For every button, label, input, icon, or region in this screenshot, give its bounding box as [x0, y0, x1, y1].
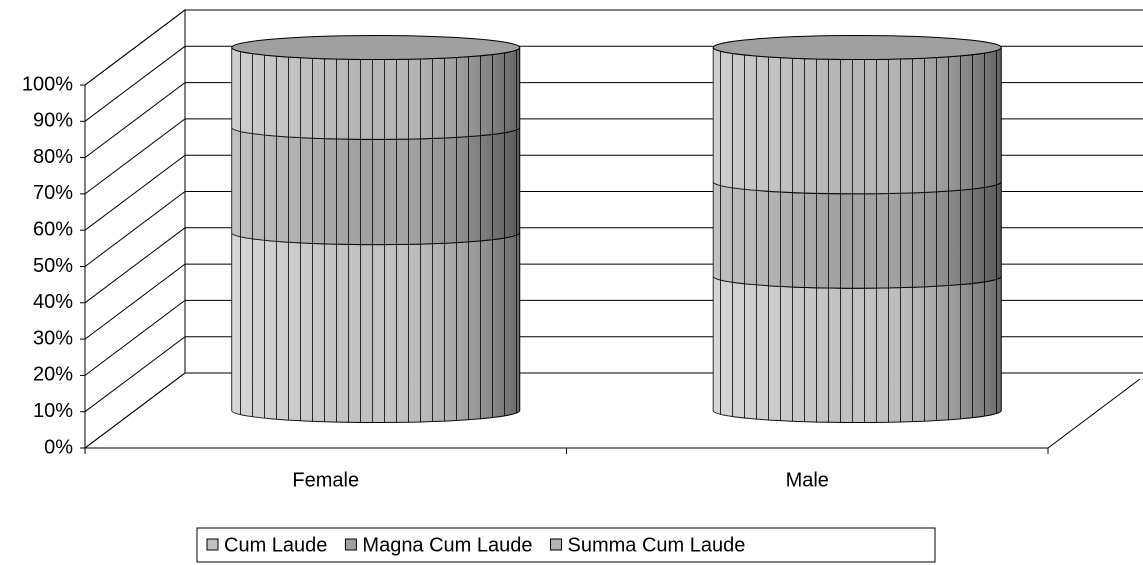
y-tick-label: 100%	[22, 73, 73, 95]
legend: Cum Laude Magna Cum Laude Summa Cum Laude	[196, 527, 936, 563]
y-tick-label: 10%	[33, 400, 73, 422]
grid-line	[84, 9, 1143, 86]
stripes	[231, 47, 520, 140]
y-tick-label: 50%	[33, 255, 73, 277]
cylinder-top	[231, 35, 521, 60]
y-tick-label: 60%	[33, 218, 73, 240]
legend-swatch	[550, 538, 563, 551]
cylinder-top	[712, 35, 1002, 60]
legend-label: Magna Cum Laude	[362, 534, 532, 556]
legend-swatch	[206, 538, 219, 551]
stripes	[713, 276, 1002, 423]
y-tick-label: 40%	[33, 291, 73, 313]
legend-box	[196, 527, 936, 563]
y-tick-label: 20%	[33, 364, 73, 386]
stripes	[713, 181, 1002, 289]
y-tick-label: 0%	[44, 436, 73, 458]
stripes	[713, 47, 1002, 194]
y-tick-label: 90%	[33, 110, 73, 132]
y-tick-label: 30%	[33, 327, 73, 349]
legend-swatch	[344, 538, 357, 551]
y-tick-label: 80%	[33, 146, 73, 168]
x-tick-label: Male	[786, 469, 829, 491]
y-tick-label: 70%	[33, 182, 73, 204]
stripes	[231, 232, 520, 423]
x-tick-label: Female	[292, 469, 359, 491]
legend-label: Cum Laude	[224, 534, 327, 556]
stripes	[231, 127, 520, 245]
legend-label: Summa Cum Laude	[568, 534, 746, 556]
